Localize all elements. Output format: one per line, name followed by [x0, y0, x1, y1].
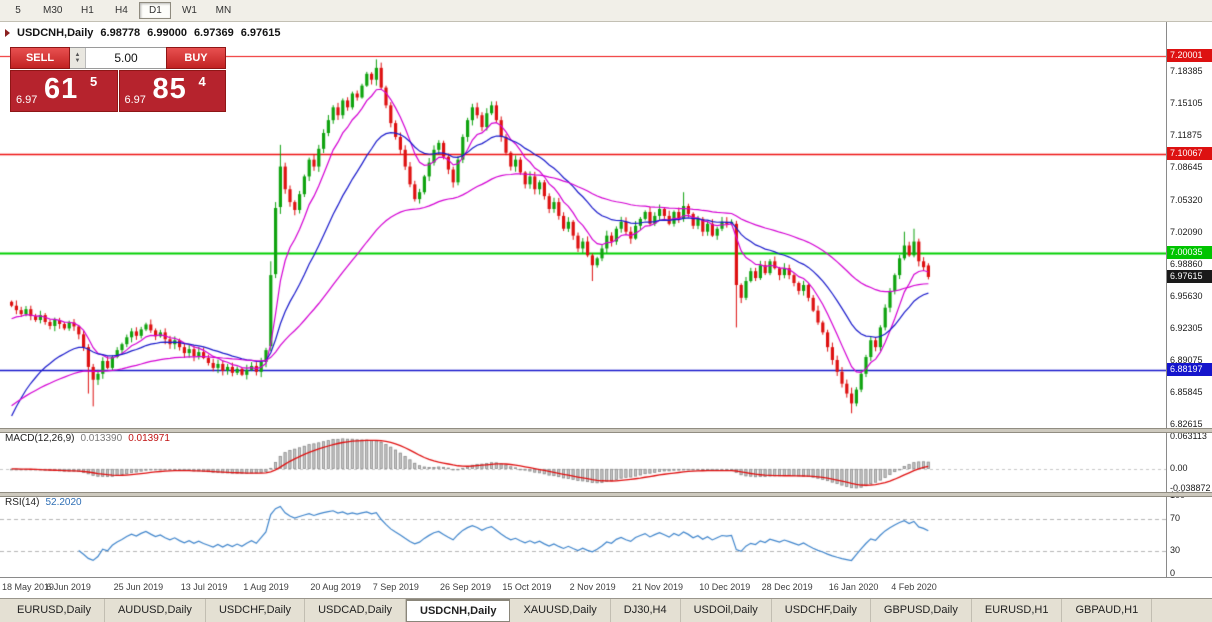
date-axis-label: 16 Jan 2020: [828, 582, 879, 592]
rsi-axis-tick: 70: [1170, 513, 1181, 524]
buy-button[interactable]: BUY: [166, 47, 226, 69]
rsi-name: RSI(14): [5, 497, 40, 508]
chart-symbol-label: USDCNH,Daily: [17, 27, 94, 39]
price-axis-tick: 7.05320: [1170, 194, 1203, 205]
chart-tabs-bar: EURUSD,Daily AUDUSD,Daily USDCHF,Daily USDC…: [0, 598, 1212, 622]
sell-price-sup: 5: [90, 74, 98, 89]
macd-value-signal: 0.013971: [128, 433, 170, 444]
date-axis-label: 7 Sep 2019: [372, 582, 419, 592]
price-axis-tick: 6.89075: [1170, 355, 1203, 366]
ohlc-close: 6.97615: [240, 27, 281, 39]
ohlc-open: 6.98778: [100, 27, 141, 39]
date-axis-label: 21 Nov 2019: [632, 582, 684, 592]
price-axis-tick: 6.92305: [1170, 323, 1203, 334]
price-axis-tag-7.00035[interactable]: 7.00035: [1167, 246, 1212, 260]
price-axis-tag-6.88197[interactable]: 6.88197: [1167, 362, 1212, 376]
chart-tab-gbpaud-h1[interactable]: GBPAUD,H1: [1062, 599, 1153, 622]
date-axis-label: 13 Jul 2019: [180, 582, 228, 592]
timeframe-button-5[interactable]: 5: [15, 5, 21, 16]
chart-tab-xauusd-daily[interactable]: XAUUSD,Daily: [510, 599, 611, 622]
chart-tab-usdcad-daily[interactable]: USDCAD,Daily: [305, 599, 407, 622]
rsi-value: 52.2020: [45, 497, 82, 508]
volume-value[interactable]: 5.00: [114, 51, 138, 65]
pane-separator-macd[interactable]: [0, 428, 1212, 433]
chart-tab-eurusd-h1[interactable]: EURUSD,H1: [972, 599, 1063, 622]
buy-price-sup: 4: [198, 74, 206, 89]
price-axis-tick: 6.95630: [1170, 290, 1203, 301]
price-line-marker-icon: [5, 29, 10, 37]
rsi-axis-tick: 30: [1170, 544, 1181, 555]
date-axis-label: 25 Jun 2019: [113, 582, 164, 592]
sell-button[interactable]: SELL: [10, 47, 70, 69]
chart-tab-usdcnh-daily[interactable]: USDCNH,Daily: [406, 599, 511, 622]
rsi-label: RSI(14) 52.2020: [5, 497, 82, 508]
price-chart[interactable]: [0, 22, 1166, 598]
price-axis: 7.18385 7.15105 7.11875 7.08645 7.05320 7.020…: [1166, 22, 1212, 598]
sell-price-big: 61: [44, 73, 79, 105]
price-axis-tag-7.20001[interactable]: 7.20001: [1167, 49, 1212, 62]
chart-tab-audusd-daily[interactable]: AUDUSD,Daily: [105, 599, 206, 622]
volume-spinner-icon[interactable]: ▲ ▼: [70, 48, 86, 68]
date-axis-label: 15 Oct 2019: [502, 582, 552, 592]
chart-title: USDCNH,Daily 6.98778 6.99000 6.97369 6.9…: [5, 27, 280, 39]
sell-price-panel[interactable]: 6.97 61 5: [10, 70, 118, 112]
date-axis-label: 2 Nov 2019: [569, 582, 616, 592]
date-axis-label: 26 Sep 2019: [440, 582, 492, 592]
date-axis: 18 May 2019 6 Jun 2019 25 Jun 2019 13 Jul 2…: [0, 577, 1212, 598]
date-axis-label: 6 Jun 2019: [46, 582, 91, 592]
macd-axis-tick: 0.00: [1170, 462, 1188, 473]
sell-price-small: 6.97: [16, 94, 38, 106]
timeframe-button-w1[interactable]: W1: [181, 5, 197, 16]
timeframe-button-d1[interactable]: D1: [139, 2, 172, 19]
price-axis-tick: 7.02090: [1170, 226, 1203, 237]
date-axis-label: 1 Aug 2019: [243, 582, 289, 592]
chart-tab-usdchf-daily[interactable]: USDCHF,Daily: [206, 599, 306, 622]
pane-separator-rsi[interactable]: [0, 492, 1212, 497]
macd-axis-tick: 0.063113: [1170, 430, 1207, 441]
date-axis-label: 20 Aug 2019: [310, 582, 361, 592]
timeframe-button-mn[interactable]: MN: [215, 5, 232, 16]
chart-tab-eurusd-daily[interactable]: EURUSD,Daily: [4, 599, 105, 622]
macd-value-main: 0.013390: [80, 433, 123, 444]
buy-price-panel[interactable]: 6.97 85 4: [118, 70, 226, 112]
price-axis-tick: 6.85845: [1170, 387, 1203, 398]
price-axis-tag-6.97615[interactable]: 6.97615: [1167, 269, 1212, 283]
timeframe-toolbar: 5 M30 H1 H4 D1 W1 MN: [0, 0, 1212, 22]
price-axis-tick: 7.08645: [1170, 162, 1203, 173]
chart-tab-usdoil-daily[interactable]: USDOil,Daily: [681, 599, 772, 622]
price-axis-tag-7.10067[interactable]: 7.10067: [1167, 147, 1212, 161]
timeframe-button-h4[interactable]: H4: [115, 5, 128, 16]
timeframe-button-m30[interactable]: M30: [43, 5, 63, 16]
one-click-trading-panel: SELL ▲ ▼ 5.00 BUY 6.97 61 5 6.97 85 4: [10, 47, 226, 112]
date-axis-label: 4 Feb 2020: [891, 582, 937, 592]
chart-tab-dj30-h4[interactable]: DJ30,H4: [611, 599, 681, 622]
price-axis-tick: 7.18385: [1170, 65, 1203, 76]
ohlc-high: 6.99000: [147, 27, 187, 39]
chart-tab-usdchf-daily[interactable]: USDCHF,Daily: [772, 599, 871, 622]
date-axis-label: 10 Dec 2019: [699, 582, 751, 592]
ohlc-low: 6.97369: [193, 27, 234, 39]
rsi-axis-tick: 0: [1170, 568, 1176, 578]
buy-price-small: 6.97: [124, 94, 146, 106]
buy-price-big: 85: [152, 73, 187, 105]
date-axis-label: 28 Dec 2019: [761, 582, 813, 592]
date-axis-label: 18 May 2019: [2, 582, 55, 592]
chart-tab-gbpusd-daily[interactable]: GBPUSD,Daily: [871, 599, 972, 622]
price-axis-tick: 7.15105: [1170, 98, 1203, 109]
price-axis-tick: 6.98860: [1170, 258, 1203, 269]
macd-name: MACD(12,26,9): [5, 433, 75, 444]
macd-axis-tick: -0.038872: [1170, 482, 1211, 493]
timeframe-button-h1[interactable]: H1: [81, 5, 94, 16]
price-axis-tick: 6.82615: [1170, 418, 1203, 429]
macd-label: MACD(12,26,9) 0.013390 0.013971: [5, 433, 170, 444]
price-axis-tick: 7.11875: [1170, 130, 1202, 141]
volume-field[interactable]: ▲ ▼ 5.00: [70, 47, 166, 69]
